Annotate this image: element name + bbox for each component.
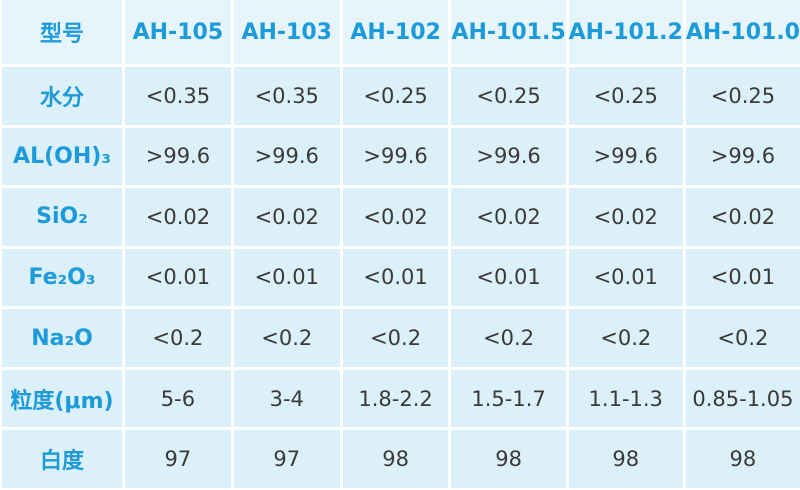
value-cell: 97: [125, 430, 231, 488]
header-label: 型号: [2, 0, 122, 64]
value-cell: 3-4: [233, 369, 340, 428]
value-cell: 98: [342, 430, 449, 488]
value-cell: <0.2: [125, 309, 231, 367]
value-cell: <0.02: [342, 188, 449, 246]
value-cell: >99.6: [451, 127, 566, 186]
value-cell: 98: [568, 430, 683, 488]
value-cell: <0.01: [233, 248, 340, 307]
value-cell: <0.01: [125, 248, 231, 307]
value-cell: <0.02: [451, 188, 566, 246]
value-cell: 97: [233, 430, 340, 488]
row-label: AL(OH)₃: [2, 127, 122, 186]
value-cell: <0.01: [568, 248, 683, 307]
row-label: Na₂O: [2, 309, 122, 367]
value-cell: >99.6: [125, 127, 231, 186]
header-model: AH-103: [233, 0, 340, 64]
value-cell: <0.02: [685, 188, 800, 246]
value-cell: <0.01: [342, 248, 449, 307]
value-cell: <0.25: [451, 67, 566, 125]
value-cell: 5-6: [125, 369, 231, 428]
value-cell: <0.2: [568, 309, 683, 367]
header-model: AH-102: [342, 0, 449, 64]
value-cell: 98: [451, 430, 566, 488]
header-model: AH-101.2: [568, 0, 683, 64]
value-cell: 0.85-1.05: [685, 369, 800, 428]
value-cell: <0.2: [685, 309, 800, 367]
row-label: 白度: [2, 430, 122, 488]
value-cell: <0.25: [342, 67, 449, 125]
row-label: SiO₂: [2, 188, 122, 246]
value-cell: <0.35: [125, 67, 231, 125]
value-cell: <0.35: [233, 67, 340, 125]
value-cell: 98: [685, 430, 800, 488]
row-label: Fe₂O₃: [2, 248, 122, 307]
value-cell: <0.2: [451, 309, 566, 367]
value-cell: >99.6: [685, 127, 800, 186]
value-cell: <0.25: [568, 67, 683, 125]
value-cell: >99.6: [342, 127, 449, 186]
value-cell: 1.8-2.2: [342, 369, 449, 428]
header-model: AH-101.0: [685, 0, 800, 64]
value-cell: <0.02: [125, 188, 231, 246]
value-cell: <0.25: [685, 67, 800, 125]
row-label: 水分: [2, 67, 122, 125]
value-cell: <0.2: [342, 309, 449, 367]
value-cell: 1.1-1.3: [568, 369, 683, 428]
value-cell: 1.5-1.7: [451, 369, 566, 428]
value-cell: <0.01: [451, 248, 566, 307]
value-cell: <0.01: [685, 248, 800, 307]
value-cell: >99.6: [568, 127, 683, 186]
row-label: 粒度(μm): [2, 369, 122, 428]
value-cell: <0.02: [568, 188, 683, 246]
value-cell: <0.02: [233, 188, 340, 246]
value-cell: <0.2: [233, 309, 340, 367]
value-cell: >99.6: [233, 127, 340, 186]
header-model: AH-101.5: [451, 0, 566, 64]
header-model: AH-105: [125, 0, 231, 64]
